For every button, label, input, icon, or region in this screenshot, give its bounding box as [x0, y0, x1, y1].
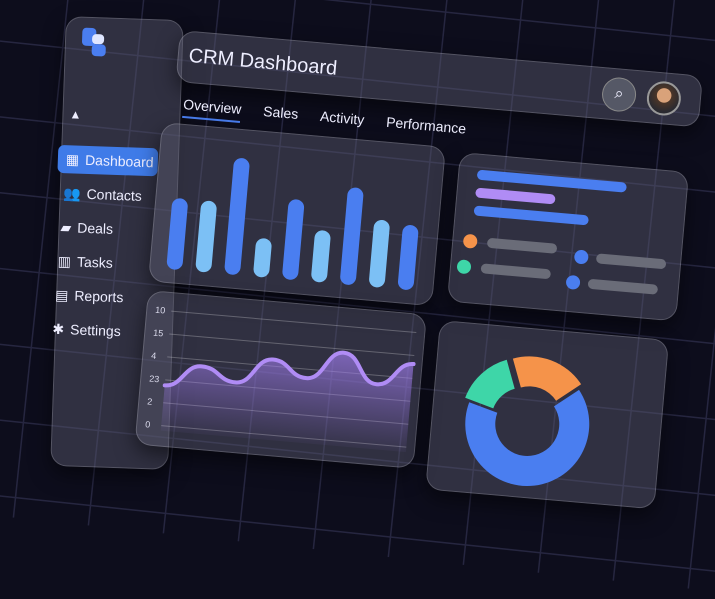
bar	[253, 238, 272, 278]
bar	[195, 200, 217, 273]
legend-dot	[462, 233, 478, 249]
folder-icon: ▰	[60, 218, 72, 235]
y-tick-label: 15	[153, 328, 164, 339]
donut-slice	[512, 356, 582, 401]
sidebar-item-label: Dashboard	[84, 151, 154, 171]
search-button[interactable]: ⌕	[600, 76, 638, 113]
progress-bar	[473, 205, 589, 226]
bar	[369, 219, 390, 288]
legend-bar	[480, 263, 552, 280]
bar	[397, 225, 419, 290]
sidebar-item-label: Contacts	[86, 185, 143, 204]
collapse-arrow-icon[interactable]: ▲	[69, 107, 82, 122]
y-tick-label: 4	[151, 351, 157, 361]
line-chart-card: 10 15 4 23 2 0	[134, 290, 427, 469]
donut-slice	[465, 389, 590, 486]
summary-card	[446, 152, 690, 322]
sidebar-item-reports[interactable]: ▤ Reports	[47, 281, 148, 312]
y-tick-label: 0	[145, 419, 151, 429]
bar-chart-card	[148, 122, 446, 307]
sidebar-item-dashboard[interactable]: ▦ Dashboard	[57, 144, 159, 177]
gridline	[169, 333, 415, 356]
logo	[77, 27, 110, 59]
y-tick-label: 23	[149, 373, 160, 384]
donut-chart	[465, 356, 590, 486]
legend-bar	[595, 253, 667, 270]
bar	[224, 158, 250, 275]
bar	[166, 198, 188, 270]
dashboard-icon: ▦	[65, 150, 80, 168]
sidebar-item-label: Tasks	[76, 253, 114, 271]
bar	[340, 187, 364, 285]
tab-sales[interactable]: Sales	[262, 103, 299, 122]
contacts-icon: 👥	[62, 184, 81, 202]
y-tick-label: 2	[147, 396, 153, 406]
sidebar-item-tasks[interactable]: ▥ Tasks	[49, 247, 150, 278]
sidebar-item-settings[interactable]: ✱ Settings	[44, 315, 145, 346]
bar-chart	[166, 158, 419, 290]
donut-chart-card	[425, 320, 670, 510]
gear-icon: ✱	[52, 320, 65, 337]
bar	[282, 199, 305, 280]
gridline	[171, 310, 417, 334]
donut-slice	[465, 359, 515, 409]
sidebar-item-label: Reports	[74, 287, 124, 306]
area-fill	[160, 352, 414, 453]
tab-activity[interactable]: Activity	[319, 107, 366, 128]
sidebar-item-label: Deals	[77, 219, 114, 237]
legend-dot	[573, 249, 589, 265]
sidebar-item-deals[interactable]: ▰ Deals	[52, 213, 153, 244]
legend-bar	[587, 278, 659, 295]
y-tick-label: 10	[155, 305, 166, 316]
legend-dot	[456, 259, 472, 275]
sidebar-item-contacts[interactable]: 👥 Contacts	[55, 179, 156, 210]
legend-bar	[486, 237, 558, 254]
area-chart: 10 15 4 23 2 0	[145, 305, 417, 453]
page-title: CRM Dashboard	[187, 44, 339, 80]
bar	[311, 230, 331, 283]
sidebar-item-label: Settings	[69, 321, 122, 340]
line-series	[162, 350, 416, 388]
legend-dot	[565, 274, 581, 290]
avatar[interactable]	[645, 80, 683, 117]
inbox-icon: ▤	[54, 286, 69, 303]
book-icon: ▥	[57, 252, 72, 269]
progress-bar	[475, 187, 556, 205]
